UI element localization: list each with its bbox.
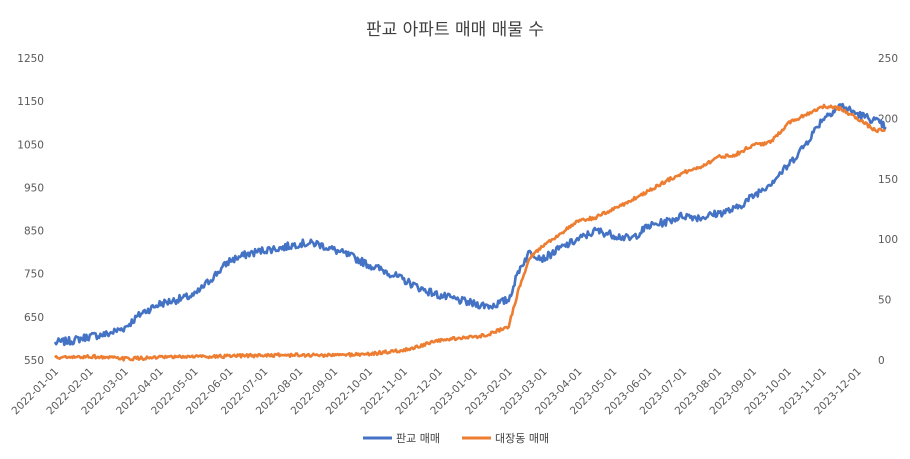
legend-item-daejang[interactable]: 대장동 매매	[462, 432, 549, 445]
y-right-tick-label: 100	[878, 234, 898, 246]
legend-label-daejang: 대장동 매매	[495, 432, 549, 445]
y-left-tick-label: 950	[24, 182, 44, 194]
series-line-daejang	[54, 103, 886, 362]
legend-label-pangyo: 판교 매매	[396, 432, 440, 445]
y-right-tick-label: 250	[878, 53, 898, 65]
series-line-pangyo	[53, 102, 887, 347]
chart-title: 판교 아파트 매매 매물 수	[366, 20, 544, 40]
y-right-tick-label: 50	[878, 295, 891, 307]
y-left-tick-label: 850	[24, 226, 44, 238]
legend-item-pangyo[interactable]: 판교 매매	[363, 432, 440, 445]
y-right-tick-label: 150	[878, 174, 898, 186]
y-left-tick-label: 650	[24, 312, 44, 324]
y-axis-left: 550 650 750 850 950 1050 1150 1250	[17, 53, 44, 367]
y-left-tick-label: 1150	[17, 96, 44, 108]
y-right-tick-label: 0	[878, 355, 885, 367]
y-left-tick-label: 550	[24, 355, 44, 367]
y-left-tick-label: 750	[24, 269, 44, 281]
y-left-tick-label: 1050	[17, 139, 44, 151]
x-axis: 2022-01-012022-02-012022-03-012022-04-01…	[9, 366, 863, 418]
series-layer	[53, 102, 887, 362]
legend: 판교 매매 대장동 매매	[363, 432, 549, 445]
y-left-tick-label: 1250	[17, 53, 44, 65]
